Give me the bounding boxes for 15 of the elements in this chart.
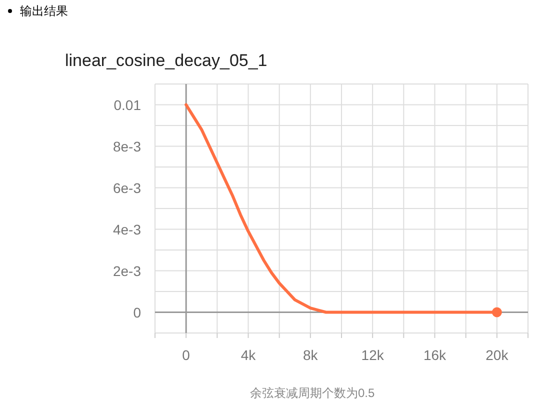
y-tick-label: 0 (133, 304, 142, 320)
x-tick-label: 16k (423, 347, 448, 363)
y-tick-label: 4e-3 (112, 221, 142, 238)
x-tick-label: 8k (303, 347, 319, 363)
x-tick-label: 12k (361, 347, 385, 363)
x-tick-label: 20k (486, 347, 510, 363)
x-tick-label: 0 (182, 347, 190, 363)
text: 输出结果 (20, 4, 68, 18)
y-tick-label: 6e-3 (112, 180, 142, 196)
y-tick-label: 0.01 (114, 96, 142, 113)
text: 余弦衰减周期个数为0.5 (250, 386, 376, 400)
y-tick-label: 2e-3 (112, 262, 142, 279)
x-tick-label: 4k (240, 347, 257, 363)
y-tick-label: 8e-3 (112, 138, 142, 154)
chart-title: linear_cosine_decay_05_1 (65, 51, 268, 70)
